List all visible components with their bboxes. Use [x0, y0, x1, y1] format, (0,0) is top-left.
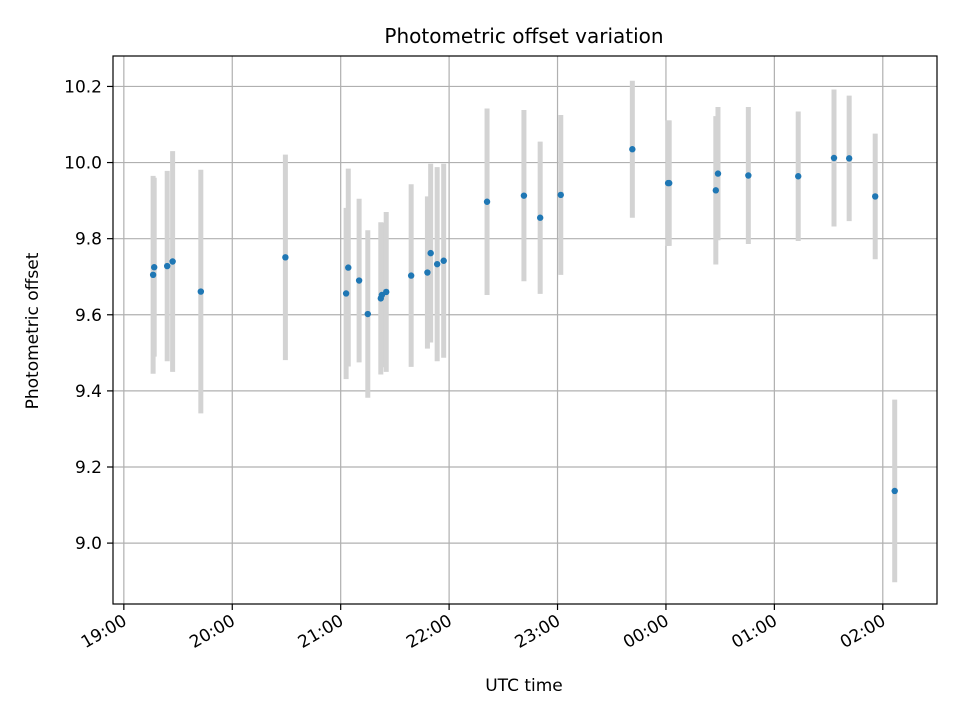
data-point	[830, 154, 838, 162]
x-axis-ticks: 19:00 20:00 21:00 22:00 23:00 00:00 01:00 02:00	[78, 604, 889, 653]
error-bars	[150, 80, 898, 583]
data-point	[520, 192, 528, 199]
y-axis-ticks: 9.0 9.2 9.4 9.6 9.8 10.0 10.2	[64, 77, 113, 554]
data-point	[536, 214, 544, 221]
x-tick-label: 19:00	[78, 611, 130, 653]
y-tick-label: 10.0	[64, 154, 102, 174]
y-tick-label: 9.4	[75, 382, 102, 402]
data-point	[342, 290, 350, 297]
y-tick-label: 9.6	[75, 306, 102, 326]
y-tick-label: 9.0	[75, 534, 102, 554]
data-point	[557, 191, 564, 199]
data-point	[424, 269, 431, 276]
data-point	[845, 155, 853, 162]
data-point	[872, 193, 879, 200]
y-axis-label: Photometric offset	[23, 252, 43, 409]
data-point	[666, 179, 673, 187]
x-tick-label: 20:00	[186, 611, 238, 653]
data-point	[364, 310, 371, 318]
data-point	[164, 262, 171, 270]
data-point	[891, 487, 898, 495]
x-axis-label: UTC time	[485, 676, 563, 696]
data-point	[149, 271, 157, 279]
x-tick-label: 01:00	[728, 611, 780, 653]
x-tick-label: 21:00	[295, 611, 347, 653]
data-point	[383, 288, 390, 296]
data-point	[440, 257, 447, 264]
data-point	[151, 264, 158, 271]
y-tick-label: 10.2	[64, 77, 102, 97]
data-points	[149, 146, 898, 495]
data-point	[714, 170, 722, 177]
x-tick-label: 00:00	[620, 611, 672, 653]
plot-frame	[112, 55, 938, 605]
x-tick-label: 23:00	[512, 611, 564, 653]
data-point	[355, 277, 363, 284]
y-tick-label: 9.2	[75, 458, 102, 478]
y-tick-label: 9.8	[75, 230, 102, 250]
data-point	[483, 198, 491, 205]
x-tick-label: 22:00	[403, 611, 455, 653]
chart-title: Photometric offset variation	[384, 24, 663, 48]
data-point	[169, 258, 176, 265]
data-point	[629, 146, 636, 153]
data-point	[197, 288, 205, 295]
data-point	[795, 173, 802, 180]
data-point	[745, 172, 752, 179]
data-point	[433, 260, 441, 268]
data-point	[712, 187, 720, 194]
data-point	[407, 272, 415, 279]
data-point	[282, 254, 289, 261]
data-point	[345, 264, 352, 271]
x-tick-label: 02:00	[837, 611, 889, 653]
data-point	[427, 249, 434, 257]
